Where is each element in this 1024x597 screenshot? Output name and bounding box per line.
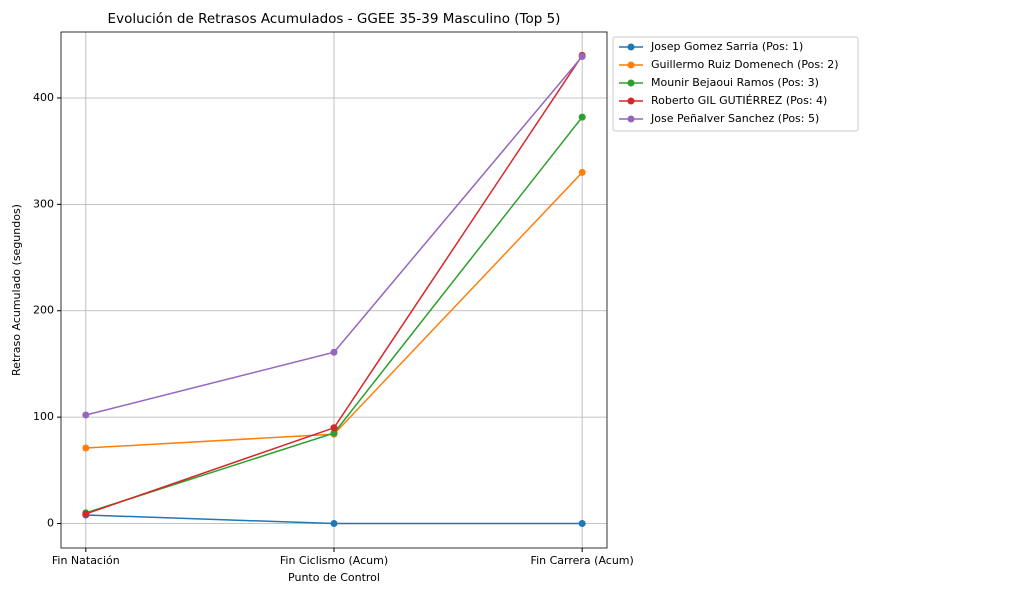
legend-label: Jose Peñalver Sanchez (Pos: 5): [650, 112, 819, 125]
legend-marker: [627, 43, 635, 51]
data-point: [330, 429, 338, 437]
data-point: [330, 520, 338, 528]
legend-label: Josep Gomez Sarria (Pos: 1): [650, 40, 803, 53]
y-tick-label: 200: [33, 304, 54, 317]
legend-marker: [627, 97, 635, 105]
y-tick-label: 400: [33, 91, 54, 104]
data-point: [82, 411, 90, 419]
y-tick-label: 100: [33, 410, 54, 423]
data-point: [578, 168, 586, 176]
x-axis-label: Punto de Control: [288, 571, 380, 584]
legend-box: [612, 36, 859, 132]
data-point: [330, 348, 338, 356]
legend-label: Mounir Bejaoui Ramos (Pos: 3): [651, 76, 819, 89]
legend-label: Guillermo Ruiz Domenech (Pos: 2): [651, 58, 839, 71]
x-tick-label: Fin Carrera (Acum): [531, 554, 634, 567]
plot-frame: [60, 31, 608, 549]
data-point: [330, 424, 338, 432]
legend: Josep Gomez Sarria (Pos: 1) Guillermo Rui…: [612, 36, 859, 132]
x-tick-label: Fin Ciclismo (Acum): [280, 554, 388, 567]
x-tick-label: Fin Natación: [52, 554, 120, 567]
data-point: [578, 52, 586, 60]
y-tick-label: 300: [33, 197, 54, 210]
legend-marker: [627, 79, 635, 87]
data-point: [578, 113, 586, 121]
data-point: [82, 510, 90, 518]
data-point: [578, 520, 586, 528]
legend-label: Roberto GIL GUTIÉRREZ (Pos: 4): [651, 94, 827, 107]
legend-marker: [627, 61, 635, 69]
chart-title: Evolución de Retrasos Acumulados - GGEE …: [108, 11, 561, 27]
data-point: [82, 444, 90, 452]
legend-marker: [627, 115, 635, 123]
y-tick-label: 0: [47, 517, 54, 530]
y-axis-label: Retraso Acumulado (segundos): [10, 204, 23, 376]
